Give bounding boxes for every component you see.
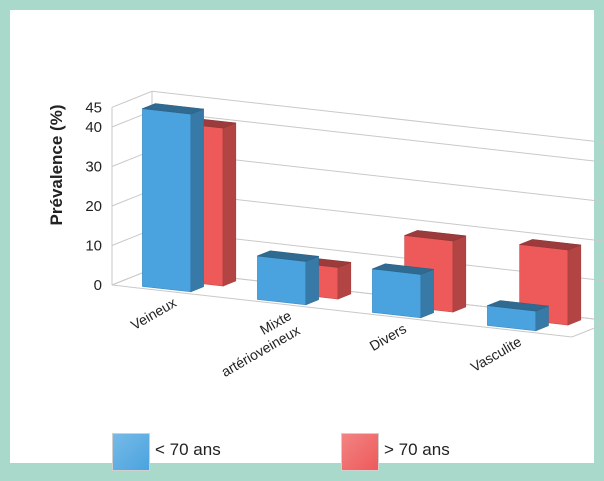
x-category-label: Vasculite bbox=[468, 333, 524, 375]
x-category-label-line: Veineux bbox=[128, 294, 179, 333]
bar-over-70-top bbox=[519, 239, 581, 251]
legend-swatch-over-70 bbox=[341, 433, 379, 471]
y-tick-label: 40 bbox=[85, 119, 102, 136]
y-tick-label: 45 bbox=[85, 99, 102, 116]
x-category-label: Divers bbox=[367, 320, 409, 354]
x-category-label: Veineux bbox=[128, 294, 179, 333]
y-tick-label: 10 bbox=[85, 238, 102, 255]
bar-under-70-side bbox=[190, 108, 204, 293]
bar-under-70-top bbox=[257, 250, 319, 262]
bar-under-70-top bbox=[372, 263, 434, 275]
frame-bottom-strip bbox=[10, 463, 594, 481]
bar-over-70-top bbox=[404, 230, 466, 242]
bar-under-70-front bbox=[257, 255, 307, 306]
bar-under-70-front bbox=[142, 108, 192, 293]
bar-over-70-side bbox=[452, 235, 467, 313]
x-category-label-line: Vasculite bbox=[468, 333, 524, 375]
bar-under-70-side bbox=[420, 268, 434, 319]
legend-label-under-70: < 70 ans bbox=[155, 440, 221, 459]
legend-swatch-under-70 bbox=[112, 433, 150, 471]
x-category-label-line: Divers bbox=[367, 320, 409, 354]
bar-under-70-top bbox=[487, 300, 549, 312]
x-category-label: Mixteartérioveineux bbox=[210, 307, 303, 380]
bar-over-70-side bbox=[222, 122, 237, 287]
bar-over-70-side bbox=[567, 244, 582, 326]
bar-over-70-side bbox=[337, 261, 352, 300]
bar-under-70-side bbox=[305, 255, 319, 306]
y-tick-label: 0 bbox=[94, 277, 102, 294]
y-axis-label: Prévalence (%) bbox=[47, 105, 66, 226]
y-tick-label: 20 bbox=[85, 198, 102, 215]
bar-under-70-top bbox=[142, 103, 204, 115]
bar-under-70-front bbox=[372, 268, 422, 319]
chart-floor bbox=[111, 268, 604, 338]
legend-label-over-70: > 70 ans bbox=[384, 440, 450, 459]
y-tick-label: 30 bbox=[85, 159, 102, 176]
